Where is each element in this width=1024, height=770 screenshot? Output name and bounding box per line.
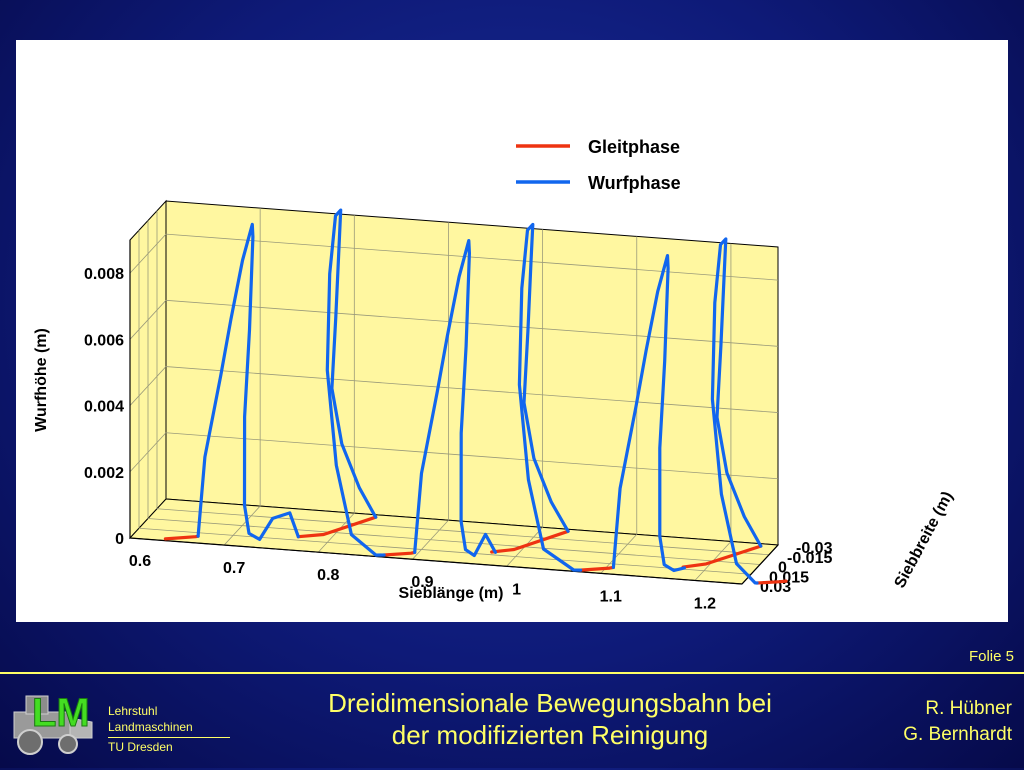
x-tick-label: 0.7 [223,560,245,577]
z-tick-label: 0 [115,531,124,548]
y-tick-label: -0.015 [787,550,832,567]
series-gleitphase-line [296,515,378,539]
floor-gridline [138,527,752,575]
logo-letters: LM [32,691,90,735]
back-wall [165,200,779,546]
slide-title-line-1: Dreidimensionale Bewegungsbahn bei [328,688,772,718]
series-gleitphase-line [681,544,763,569]
series-wurfphase-line [710,237,763,585]
x-tick-label: 0.9 [411,574,433,591]
series-wurfphase-line [611,254,687,573]
back-wall-gridline [165,432,779,480]
series-wurfphase-line [325,208,386,557]
series-gleitphase-line [755,579,788,585]
chart-3d-plot: 0.6 0.7 0.8 0.9 1 1.1 1.2-0.03-0.01500.0150.03… [33,137,957,612]
series-wurfphase-line [413,239,497,558]
slide-number: Folie 5 [968,648,1014,665]
x-tick-label: 1.2 [694,595,716,612]
x-tick-label: 0.8 [317,567,339,584]
series-wurfphase-line [196,222,300,541]
author-1: R. Hübner [925,698,1012,719]
z-tick-label: 0.002 [84,465,124,482]
back-wall-gridline [165,366,779,413]
x-tick-label: 1 [512,581,521,598]
legend-label-wurfphase: Wurfphase [588,173,681,193]
x-tick-label: 1.1 [600,588,622,605]
x-tick-label: 0.6 [129,553,151,570]
x-axis-label: Sieblänge (m) [399,585,504,602]
footer-bar: LM Lehrstuhl Landmaschinen TU Dresden Dr… [0,672,1024,770]
series-gleitphase-line [490,529,570,554]
axis-line [129,537,743,585]
floor-gridline [147,518,761,565]
institution-line-3: TU Dresden [108,740,173,754]
institution-line-1: Lehrstuhl [108,704,158,718]
author-2: G. Bernhardt [903,724,1012,745]
y-axis-label: Siebbreite (m) [891,489,956,591]
logo: LM Lehrstuhl Landmaschinen TU Dresden [8,682,244,762]
institution-divider [108,737,230,738]
harvester-logo-icon: LM [13,691,93,755]
z-tick-label: 0.004 [84,399,124,416]
y-tick-label: -0.03 [796,540,833,557]
back-wall-gridline [165,233,779,281]
institution-line-2: Landmaschinen [108,720,193,734]
chart-frame: 0.6 0.7 0.8 0.9 1 1.1 1.2 -0.03 -0.015 0 0.015 0.03… [16,40,1008,622]
z-tick-label: 0.006 [84,332,124,349]
y-tick-label: 0 [778,560,787,577]
legend-label-gleitphase: Gleitphase [588,137,680,157]
series-wurfphase-line [517,222,583,572]
z-tick-label: 0.008 [84,266,124,283]
back-wall-gridline [165,299,779,347]
slide-title-line-2: der modifizierten Reinigung [391,720,709,750]
z-axis-label: Wurfhöhe (m) [33,328,50,432]
